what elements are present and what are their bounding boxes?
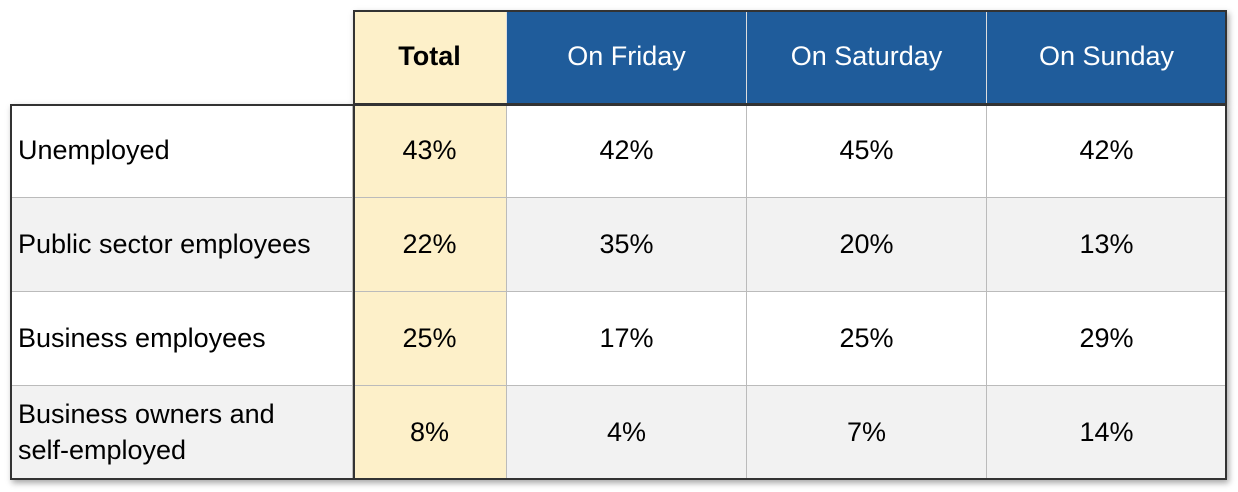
column-header: On Friday: [507, 10, 747, 104]
value-cell: 43%: [353, 104, 507, 198]
column-header: Total: [353, 10, 507, 104]
value-cell: 20%: [747, 198, 987, 292]
column-header: On Saturday: [747, 10, 987, 104]
value-cell: 42%: [987, 104, 1227, 198]
value-cell: 4%: [507, 386, 747, 480]
value-cell: 22%: [353, 198, 507, 292]
value-cell: 8%: [353, 386, 507, 480]
value-cell: 35%: [507, 198, 747, 292]
value-cell: 17%: [507, 292, 747, 386]
row-label: Unemployed: [10, 104, 353, 198]
column-header: On Sunday: [987, 10, 1227, 104]
value-cell: 25%: [353, 292, 507, 386]
value-cell: 45%: [747, 104, 987, 198]
row-label: Business employees: [10, 292, 353, 386]
value-cell: 13%: [987, 198, 1227, 292]
row-label: Public sector employees: [10, 198, 353, 292]
value-cell: 14%: [987, 386, 1227, 480]
row-label: Business owners and self-employed: [10, 386, 353, 480]
value-cell: 7%: [747, 386, 987, 480]
value-cell: 42%: [507, 104, 747, 198]
value-cell: 29%: [987, 292, 1227, 386]
value-cell: 25%: [747, 292, 987, 386]
